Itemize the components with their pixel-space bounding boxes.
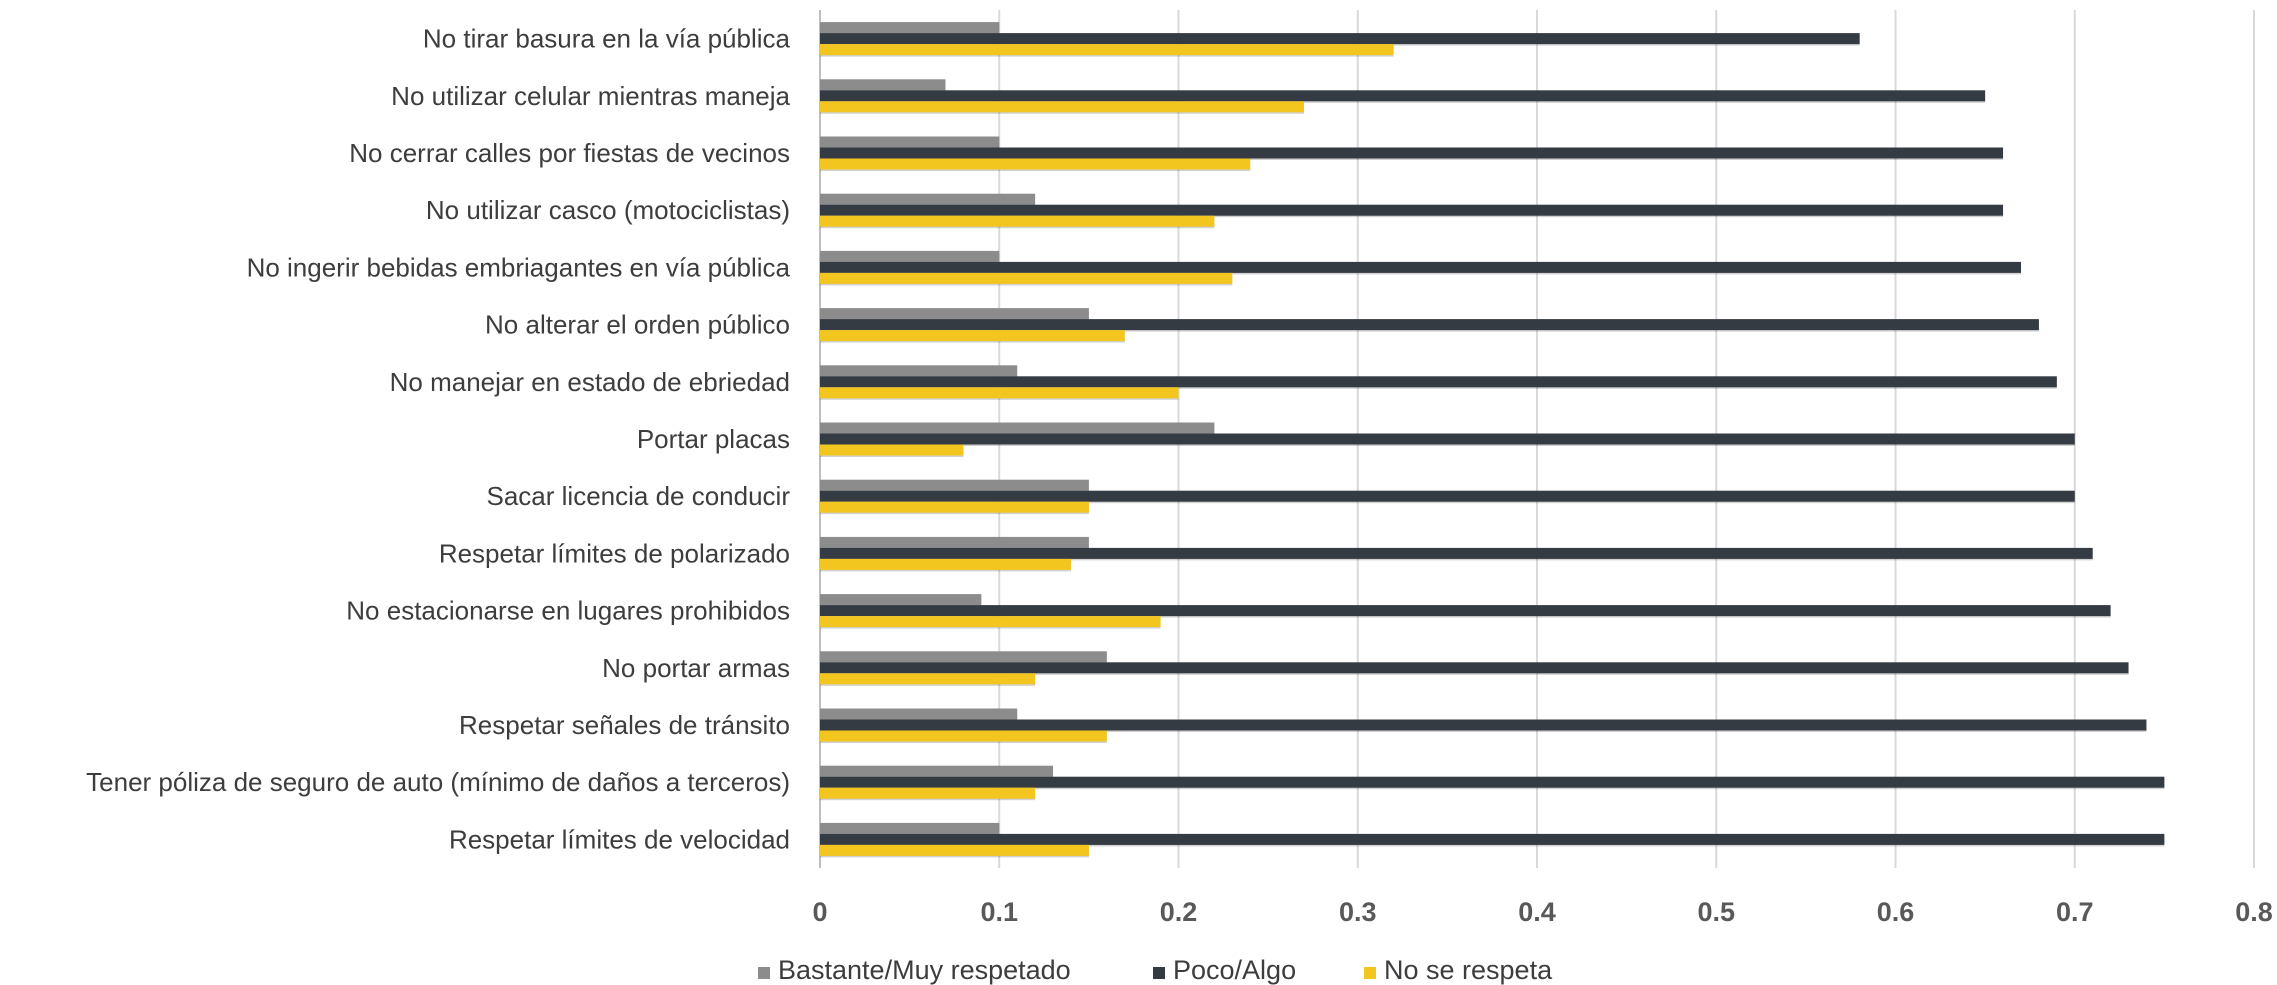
bar — [820, 719, 2147, 731]
bar — [820, 444, 964, 456]
category-label: No manejar en estado de ebriedad — [390, 367, 790, 397]
bar — [820, 193, 1036, 205]
bar — [820, 136, 1000, 148]
bar — [820, 662, 2129, 674]
bars — [820, 22, 2165, 858]
bar — [820, 616, 1161, 628]
legend-swatch — [758, 967, 770, 979]
bar — [820, 558, 1071, 570]
bar — [820, 330, 1125, 342]
bar — [820, 844, 1089, 856]
bar — [820, 272, 1233, 284]
bar — [820, 147, 2004, 159]
bar — [820, 787, 1036, 799]
x-tick-labels: 0 0.1 0.2 0.3 0.4 0.5 0.6 0.7 0.8 — [812, 897, 2272, 927]
bar — [820, 158, 1251, 170]
bar — [820, 490, 2075, 502]
legend-label: No se respeta — [1384, 955, 1553, 985]
bar — [820, 308, 1089, 320]
x-tick-label: 0.4 — [1518, 897, 1556, 927]
bar — [820, 547, 2093, 559]
legend-label: Poco/Algo — [1173, 955, 1296, 985]
bar — [820, 365, 1018, 377]
bar — [820, 765, 1054, 777]
bar — [820, 90, 1986, 102]
category-label: No estacionarse en lugares prohibidos — [346, 596, 790, 626]
bar — [820, 708, 1018, 720]
category-label: No cerrar calles por fiestas de vecinos — [349, 138, 790, 168]
category-label: No alterar el orden público — [485, 310, 790, 340]
category-label: No portar armas — [602, 653, 790, 683]
category-label: No ingerir bebidas embriagantes en vía p… — [247, 252, 791, 282]
bar — [820, 387, 1179, 399]
category-label: Respetar límites de polarizado — [439, 538, 790, 568]
bar — [820, 376, 2057, 388]
bar — [820, 101, 1304, 113]
bar — [820, 204, 2004, 216]
category-label: Sacar licencia de conducir — [487, 481, 791, 511]
bar — [820, 79, 946, 91]
bar — [820, 319, 2039, 331]
category-label: No utilizar casco (motociclistas) — [426, 195, 790, 225]
bar — [820, 651, 1107, 663]
category-label: Portar placas — [637, 424, 790, 454]
bar — [820, 833, 2165, 845]
bar — [820, 501, 1089, 513]
bar — [820, 215, 1215, 227]
bar — [820, 776, 2165, 788]
x-tick-label: 0.7 — [2056, 897, 2094, 927]
legend: Bastante/Muy respetado Poco/Algo No se res… — [758, 955, 1553, 985]
x-tick-label: 0.2 — [1160, 897, 1198, 927]
bar — [820, 33, 1860, 45]
bar — [820, 422, 1215, 434]
x-tick-label: 0.3 — [1339, 897, 1377, 927]
bar — [820, 536, 1089, 548]
bar — [820, 594, 982, 606]
x-tick-label: 0.1 — [980, 897, 1018, 927]
x-tick-label: 0.8 — [2235, 897, 2273, 927]
bar — [820, 261, 2021, 273]
x-tick-label: 0.6 — [1877, 897, 1915, 927]
category-label: No tirar basura en la vía pública — [423, 24, 791, 54]
bar — [820, 673, 1036, 685]
bar — [820, 433, 2075, 445]
bar — [820, 22, 1000, 34]
bar — [820, 605, 2111, 617]
bar — [820, 479, 1089, 491]
legend-swatch — [1153, 967, 1165, 979]
bar — [820, 822, 1000, 834]
bar — [820, 250, 1000, 262]
category-label: Tener póliza de seguro de auto (mínimo d… — [86, 767, 790, 797]
bar — [820, 730, 1107, 742]
bar — [820, 44, 1394, 56]
legend-swatch — [1364, 967, 1376, 979]
x-tick-label: 0.5 — [1697, 897, 1735, 927]
category-label: Respetar límites de velocidad — [449, 824, 790, 854]
category-labels: No tirar basura en la vía pública No util… — [86, 24, 790, 855]
x-tick-label: 0 — [812, 897, 827, 927]
legend-label: Bastante/Muy respetado — [778, 955, 1071, 985]
category-label: No utilizar celular mientras maneja — [391, 81, 790, 111]
category-label: Respetar señales de tránsito — [459, 710, 790, 740]
